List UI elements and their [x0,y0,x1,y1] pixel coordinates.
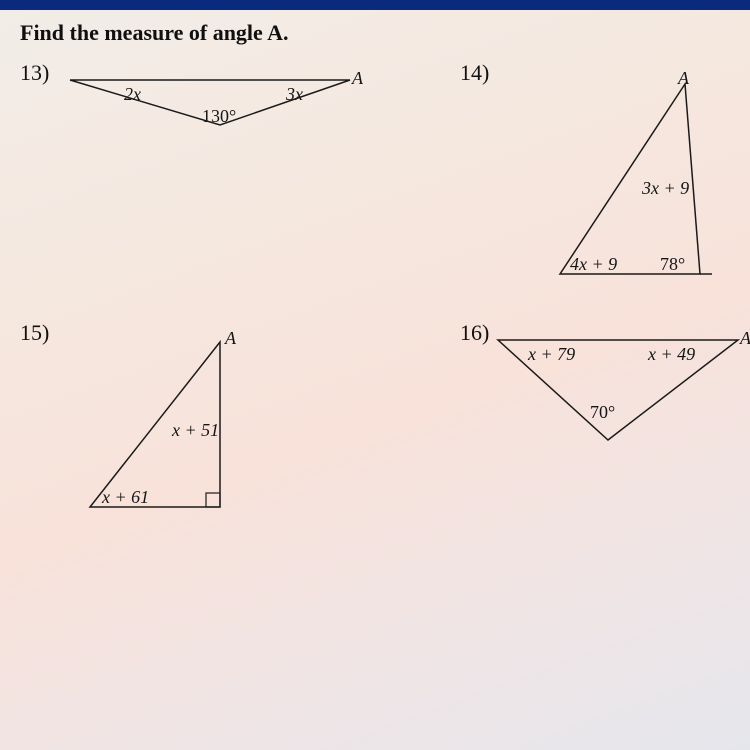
problem-number-14: 14) [460,60,489,86]
p14-vertex-a: A [678,68,689,89]
p15-top-angle: x + 51 [172,420,219,441]
p14-bottom-right: 78° [660,254,685,275]
figure-14: A 3x + 9 4x + 9 78° [550,74,720,294]
p13-right-angle: 3x [286,84,303,105]
worksheet-content: Find the measure of angle A. 13) 2x 3x 1… [0,10,750,740]
problem-number-13: 13) [20,60,49,86]
p14-right-angle: 3x + 9 [642,178,689,199]
p16-bottom-angle: 70° [590,402,615,423]
p16-vertex-a: A [740,328,750,349]
p13-vertex-a: A [352,68,363,89]
p14-bottom-left: 4x + 9 [570,254,617,275]
problem-number-15: 15) [20,320,49,346]
p16-top-right: x + 49 [648,344,695,365]
figure-16: x + 79 x + 49 70° A [488,330,748,460]
problems-grid: 13) 2x 3x 130° A 14) A 3x + 9 4x + 9 78°… [20,60,730,740]
figure-15: A x + 51 x + 61 [80,332,260,522]
figure-13: 2x 3x 130° A [60,70,360,160]
p16-top-left: x + 79 [528,344,575,365]
p13-bottom-angle: 130° [202,106,236,127]
top-bar [0,0,750,10]
page-title: Find the measure of angle A. [20,20,730,46]
problem-number-16: 16) [460,320,489,346]
p15-vertex-a: A [225,328,236,349]
p13-left-angle: 2x [124,84,141,105]
p15-bottom-left: x + 61 [102,487,149,508]
